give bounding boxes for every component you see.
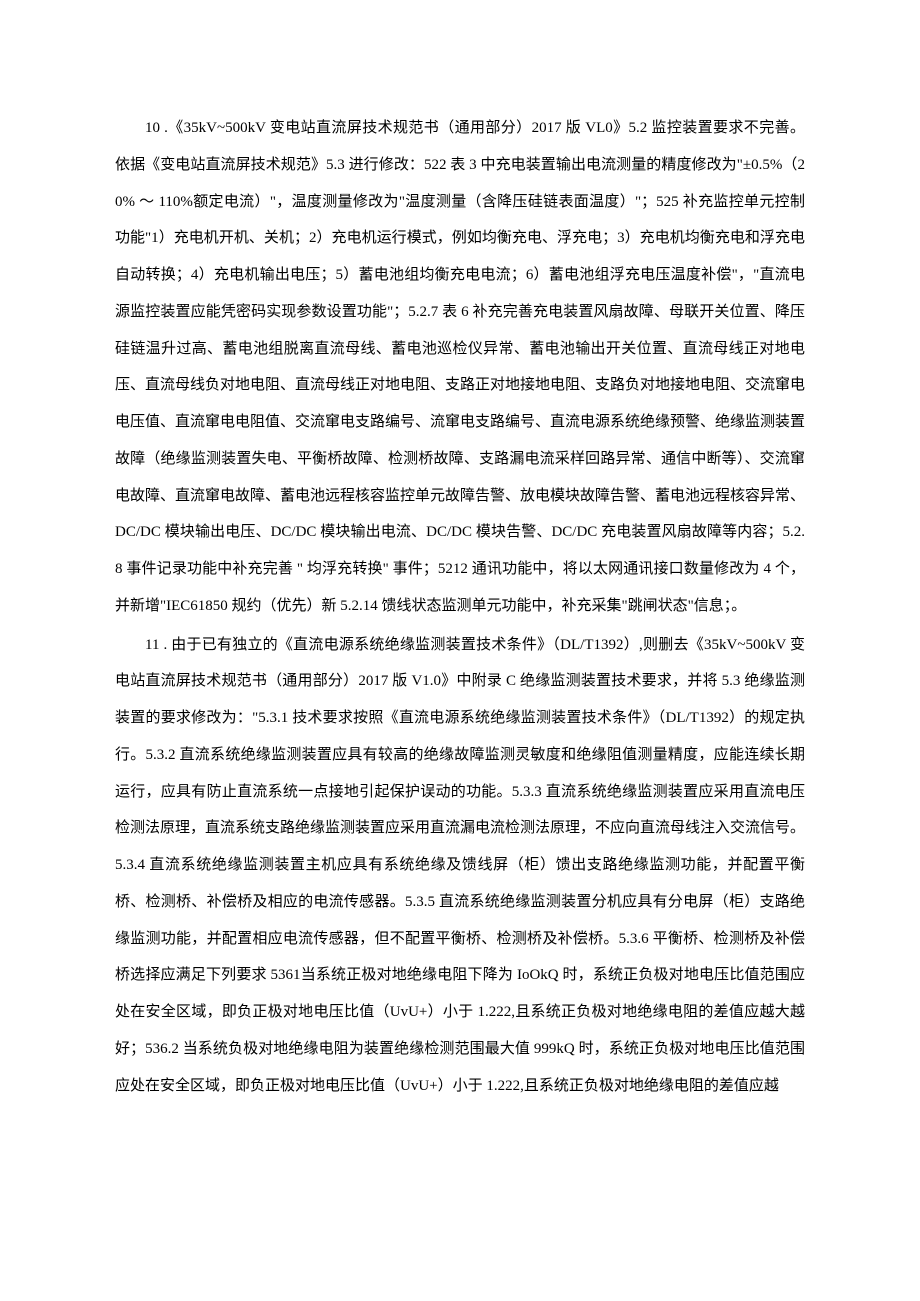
paragraph-10: 10 .《35kV~500kV 变电站直流屏技术规范书（通用部分）2017 版 … [115,110,805,625]
paragraph-11: 11 . 由于已有独立的《直流电源系统绝缘监测装置技术条件》（DL/T1392）… [115,627,805,1105]
document-page: 10 .《35kV~500kV 变电站直流屏技术规范书（通用部分）2017 版 … [0,0,920,1164]
